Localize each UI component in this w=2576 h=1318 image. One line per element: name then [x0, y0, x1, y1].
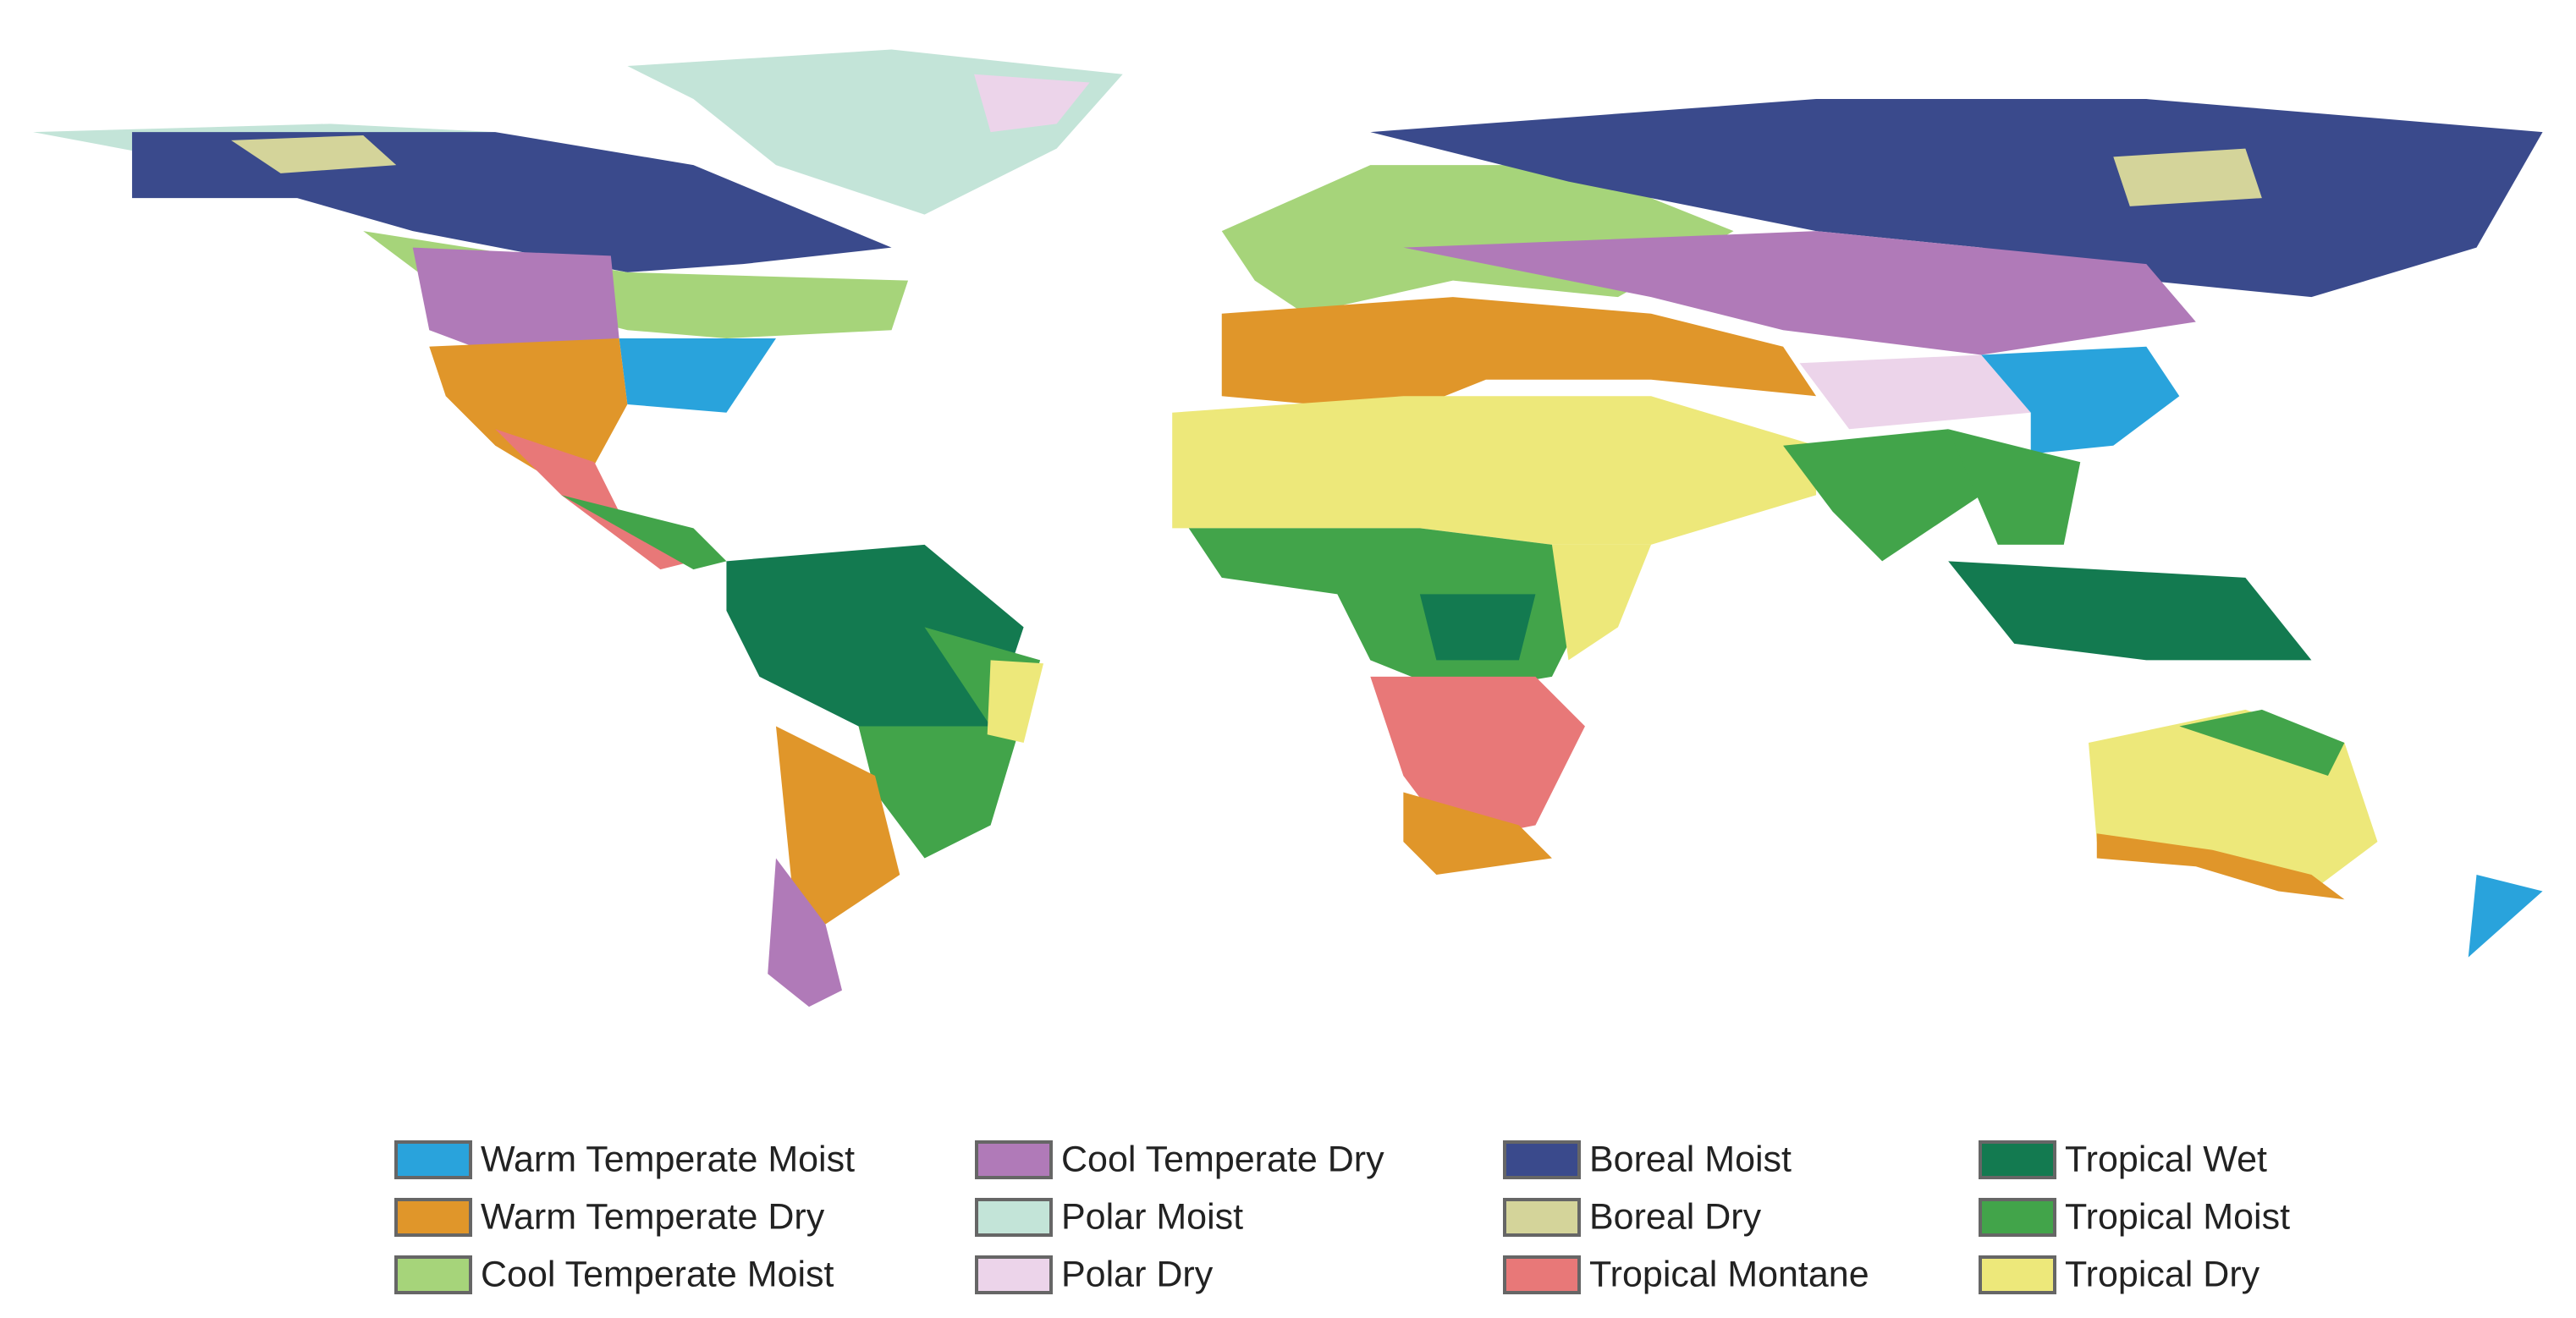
legend-swatch — [975, 1140, 1053, 1179]
region — [1981, 346, 2180, 454]
legend-label: Tropical Moist — [2065, 1196, 2290, 1237]
region — [974, 74, 1090, 133]
legend-swatch — [394, 1198, 472, 1237]
region — [1221, 297, 1817, 413]
region — [1799, 354, 2031, 430]
legend-swatch — [975, 1198, 1053, 1237]
region — [987, 660, 1044, 743]
legend-swatch — [1979, 1198, 2056, 1237]
legend-swatch — [1503, 1198, 1581, 1237]
legend-swatch — [1503, 1255, 1581, 1294]
region — [561, 495, 727, 570]
legend-swatch — [394, 1255, 472, 1294]
region — [429, 338, 628, 496]
legend-label: Cool Temperate Dry — [1061, 1139, 1384, 1179]
legend-swatch — [1503, 1140, 1581, 1179]
region — [1370, 99, 2543, 298]
legend-label: Warm Temperate Moist — [481, 1139, 855, 1179]
region — [1419, 594, 1536, 661]
legend-label: Polar Moist — [1061, 1196, 1243, 1237]
legend-label: Polar Dry — [1061, 1254, 1214, 1294]
region — [2468, 875, 2543, 958]
world-map — [33, 49, 2543, 1008]
legend-label: Boreal Moist — [1589, 1139, 1792, 1179]
region — [1403, 231, 2196, 355]
region — [1403, 792, 1552, 876]
region — [2096, 833, 2345, 900]
legend-label: Tropical Wet — [2065, 1139, 2267, 1179]
region — [726, 544, 1024, 727]
legend-swatch — [394, 1140, 472, 1179]
legend-label: Tropical Montane — [1589, 1254, 1869, 1294]
region — [1783, 429, 1982, 562]
region — [1948, 561, 2312, 661]
region — [1172, 396, 1817, 545]
legend-label: Warm Temperate Dry — [481, 1196, 825, 1237]
region — [231, 135, 397, 173]
region — [1551, 544, 1651, 661]
region — [412, 247, 619, 355]
region — [495, 429, 694, 570]
legend-swatch — [975, 1255, 1053, 1294]
legend-label: Cool Temperate Moist — [481, 1254, 834, 1294]
region — [1948, 429, 2081, 545]
legend-swatch — [1979, 1140, 2056, 1179]
legend-label: Tropical Dry — [2065, 1254, 2260, 1294]
region — [768, 858, 843, 1008]
legend-swatch — [1979, 1255, 2056, 1294]
legend-label: Boreal Dry — [1589, 1196, 1762, 1237]
region — [619, 338, 776, 413]
legend: Warm Temperate Moist Warm Temperate Dry Co… — [394, 1139, 2290, 1294]
region — [2113, 148, 2262, 206]
region — [2179, 709, 2345, 776]
region — [775, 726, 900, 925]
